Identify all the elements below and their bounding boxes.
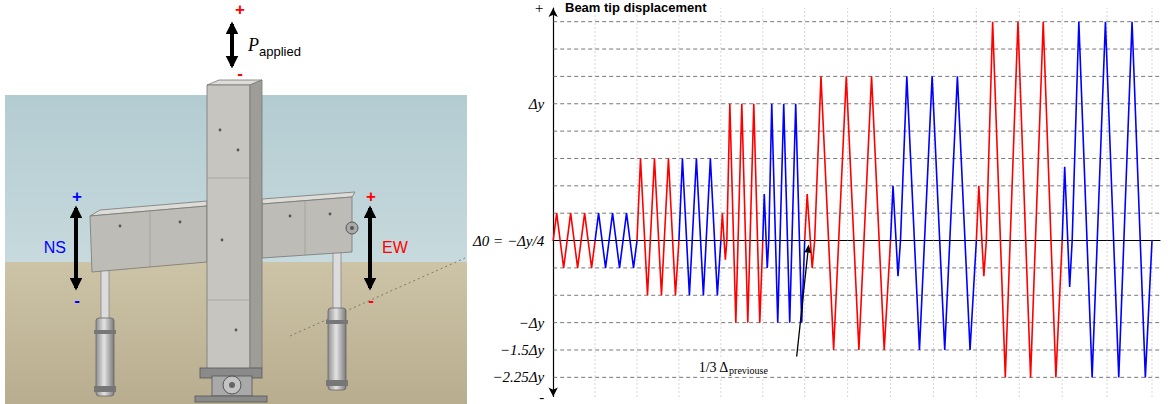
svg-text:Papplied: Papplied (247, 35, 301, 59)
svg-text:previouse: previouse (729, 365, 768, 376)
svg-text:-: - (237, 64, 243, 83)
svg-text:+: + (534, 0, 544, 16)
svg-text:NS: NS (44, 239, 66, 256)
svg-text:−Δy: −Δy (519, 315, 545, 331)
svg-text:−1.5Δy: −1.5Δy (500, 342, 545, 358)
svg-text:Beam tip displacement: Beam tip displacement (565, 0, 707, 15)
svg-text:Δ0 = −Δy/4: Δ0 = −Δy/4 (472, 233, 545, 249)
svg-text:−2.25Δy: −2.25Δy (492, 369, 544, 385)
svg-text:+: + (366, 187, 376, 206)
svg-text:-: - (539, 389, 544, 404)
svg-text:+: + (72, 187, 82, 206)
svg-text:EW: EW (382, 239, 409, 256)
svg-text:-: - (368, 291, 374, 310)
svg-text:-: - (74, 291, 80, 310)
svg-text:Δy: Δy (528, 96, 545, 112)
svg-text:1/3 Δ: 1/3 Δ (699, 360, 729, 375)
svg-text:+: + (235, 0, 245, 19)
